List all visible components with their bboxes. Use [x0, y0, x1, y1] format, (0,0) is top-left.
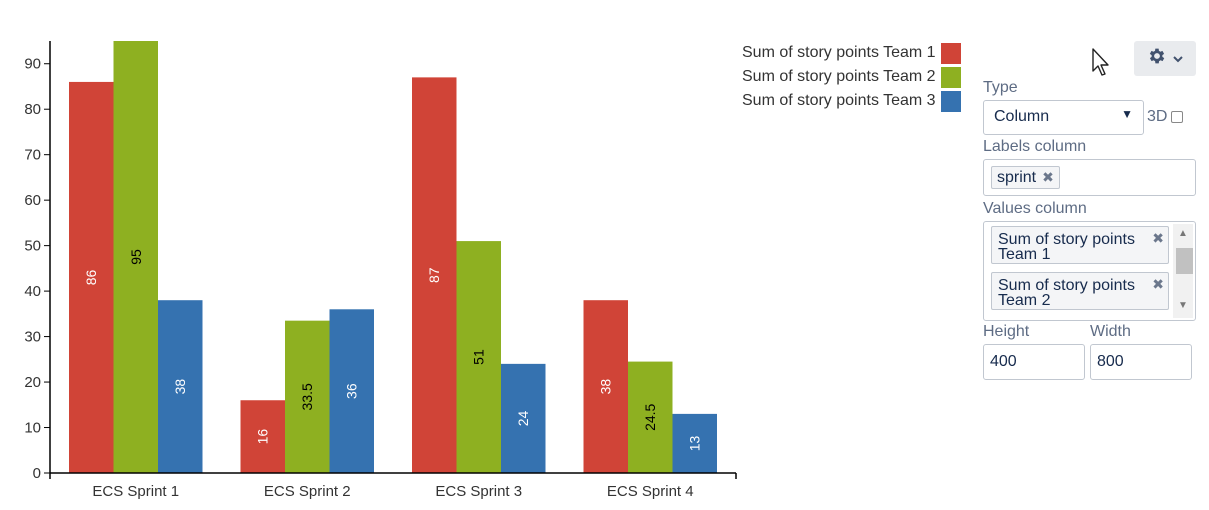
- width-input[interactable]: 800: [1090, 344, 1192, 380]
- chart-type-select[interactable]: Column ▼: [983, 99, 1144, 135]
- gear-icon: [1147, 46, 1167, 71]
- scroll-down-icon[interactable]: ▼: [1178, 300, 1188, 311]
- bar[interactable]: [158, 300, 203, 473]
- bar[interactable]: [412, 77, 457, 474]
- bar[interactable]: [285, 320, 330, 473]
- bar[interactable]: [69, 81, 114, 473]
- values-column-tag: Sum of story points Team 2 ✖: [991, 272, 1169, 310]
- values-column-tag: Sum of story points Team 1 ✖: [991, 226, 1169, 264]
- bar[interactable]: [113, 41, 159, 473]
- bar[interactable]: [628, 361, 673, 473]
- threed-label: 3D: [1147, 108, 1168, 125]
- bar[interactable]: [672, 413, 718, 473]
- close-icon[interactable]: ✖: [1152, 230, 1164, 246]
- y-tick-label: 70: [24, 147, 41, 164]
- dropdown-arrow-icon: ▼: [1121, 106, 1133, 121]
- legend-item: Sum of story points Team 3: [742, 89, 961, 113]
- bar-value-label: 24: [515, 410, 531, 426]
- bar[interactable]: [240, 400, 286, 473]
- y-tick-label: 50: [24, 238, 41, 255]
- type-label: Type: [983, 79, 1018, 96]
- values-column-tag-text: Sum of story points Team 1: [998, 231, 1135, 263]
- legend-item: Sum of story points Team 2: [742, 65, 961, 89]
- legend-swatch: [940, 90, 961, 112]
- x-category-label: ECS Sprint 4: [607, 483, 694, 500]
- bar-value-label: 16: [255, 429, 271, 445]
- bar-value-label: 13: [687, 435, 703, 451]
- bar-value-label: 33.5: [299, 383, 315, 410]
- x-category-label: ECS Sprint 1: [92, 483, 179, 500]
- bar-value-label: 24.5: [642, 403, 658, 430]
- height-label: Height: [983, 323, 1030, 340]
- bar[interactable]: [583, 300, 629, 473]
- labels-column-tag-text: sprint: [997, 168, 1037, 186]
- y-tick-label: 90: [24, 56, 41, 73]
- values-scrollbar[interactable]: ▲ ▼: [1173, 224, 1193, 318]
- legend-swatch: [940, 42, 961, 64]
- bar-value-label: 95: [128, 249, 144, 265]
- bar-value-label: 36: [344, 383, 360, 399]
- y-tick-label: 0: [33, 465, 41, 482]
- y-tick-label: 20: [24, 374, 41, 391]
- y-tick-label: 40: [24, 283, 41, 300]
- y-tick-label: 30: [24, 329, 41, 346]
- legend-label: Sum of story points Team 1: [742, 44, 936, 61]
- bar-value-label: 51: [471, 349, 487, 365]
- values-column-label: Values column: [983, 200, 1087, 217]
- mouse-cursor-icon: [1092, 48, 1112, 83]
- bar[interactable]: [501, 363, 546, 473]
- bar-value-label: 38: [598, 379, 614, 395]
- x-category-label: ECS Sprint 2: [264, 483, 351, 500]
- labels-column-label: Labels column: [983, 138, 1087, 155]
- chart-settings-panel: Type Column ▼ 3D Labels column sprint ✖ …: [983, 78, 1197, 380]
- y-tick-label: 60: [24, 192, 41, 209]
- values-column-tag-text: Sum of story points Team 2: [998, 277, 1135, 309]
- height-input[interactable]: 400: [983, 344, 1085, 380]
- chart-type-value: Column: [994, 108, 1050, 125]
- chart-legend: Sum of story points Team 1 Sum of story p…: [742, 41, 961, 113]
- width-label: Width: [1090, 323, 1131, 340]
- column-chart: 0 10 20 30 40 50 60 70 80 90 86 95 38 16 33.5 36 87 51 24…: [24, 41, 737, 500]
- x-category-label: ECS Sprint 3: [435, 483, 522, 500]
- legend-swatch: [940, 66, 961, 88]
- legend-item: Sum of story points Team 1: [742, 41, 961, 65]
- labels-column-tag: sprint ✖: [991, 166, 1060, 189]
- threed-checkbox[interactable]: [1171, 111, 1184, 123]
- bar-value-label: 86: [83, 269, 99, 285]
- chevron-down-icon: [1173, 50, 1183, 68]
- settings-gear-button[interactable]: [1134, 41, 1196, 76]
- close-icon[interactable]: ✖: [1152, 276, 1164, 292]
- scroll-up-icon[interactable]: ▲: [1178, 228, 1188, 239]
- y-tick-label: 80: [24, 101, 41, 118]
- bar-value-label: 38: [172, 379, 188, 395]
- legend-label: Sum of story points Team 2: [742, 68, 936, 85]
- scroll-thumb[interactable]: [1176, 248, 1193, 274]
- close-icon[interactable]: ✖: [1042, 169, 1054, 185]
- bar[interactable]: [329, 309, 375, 473]
- y-tick-label: 10: [24, 420, 41, 437]
- values-column-field[interactable]: Sum of story points Team 1 ✖ Sum of stor…: [983, 221, 1196, 321]
- legend-label: Sum of story points Team 3: [742, 92, 936, 109]
- bar[interactable]: [456, 241, 502, 473]
- bar-value-label: 87: [426, 267, 442, 283]
- labels-column-field[interactable]: sprint ✖: [983, 159, 1196, 196]
